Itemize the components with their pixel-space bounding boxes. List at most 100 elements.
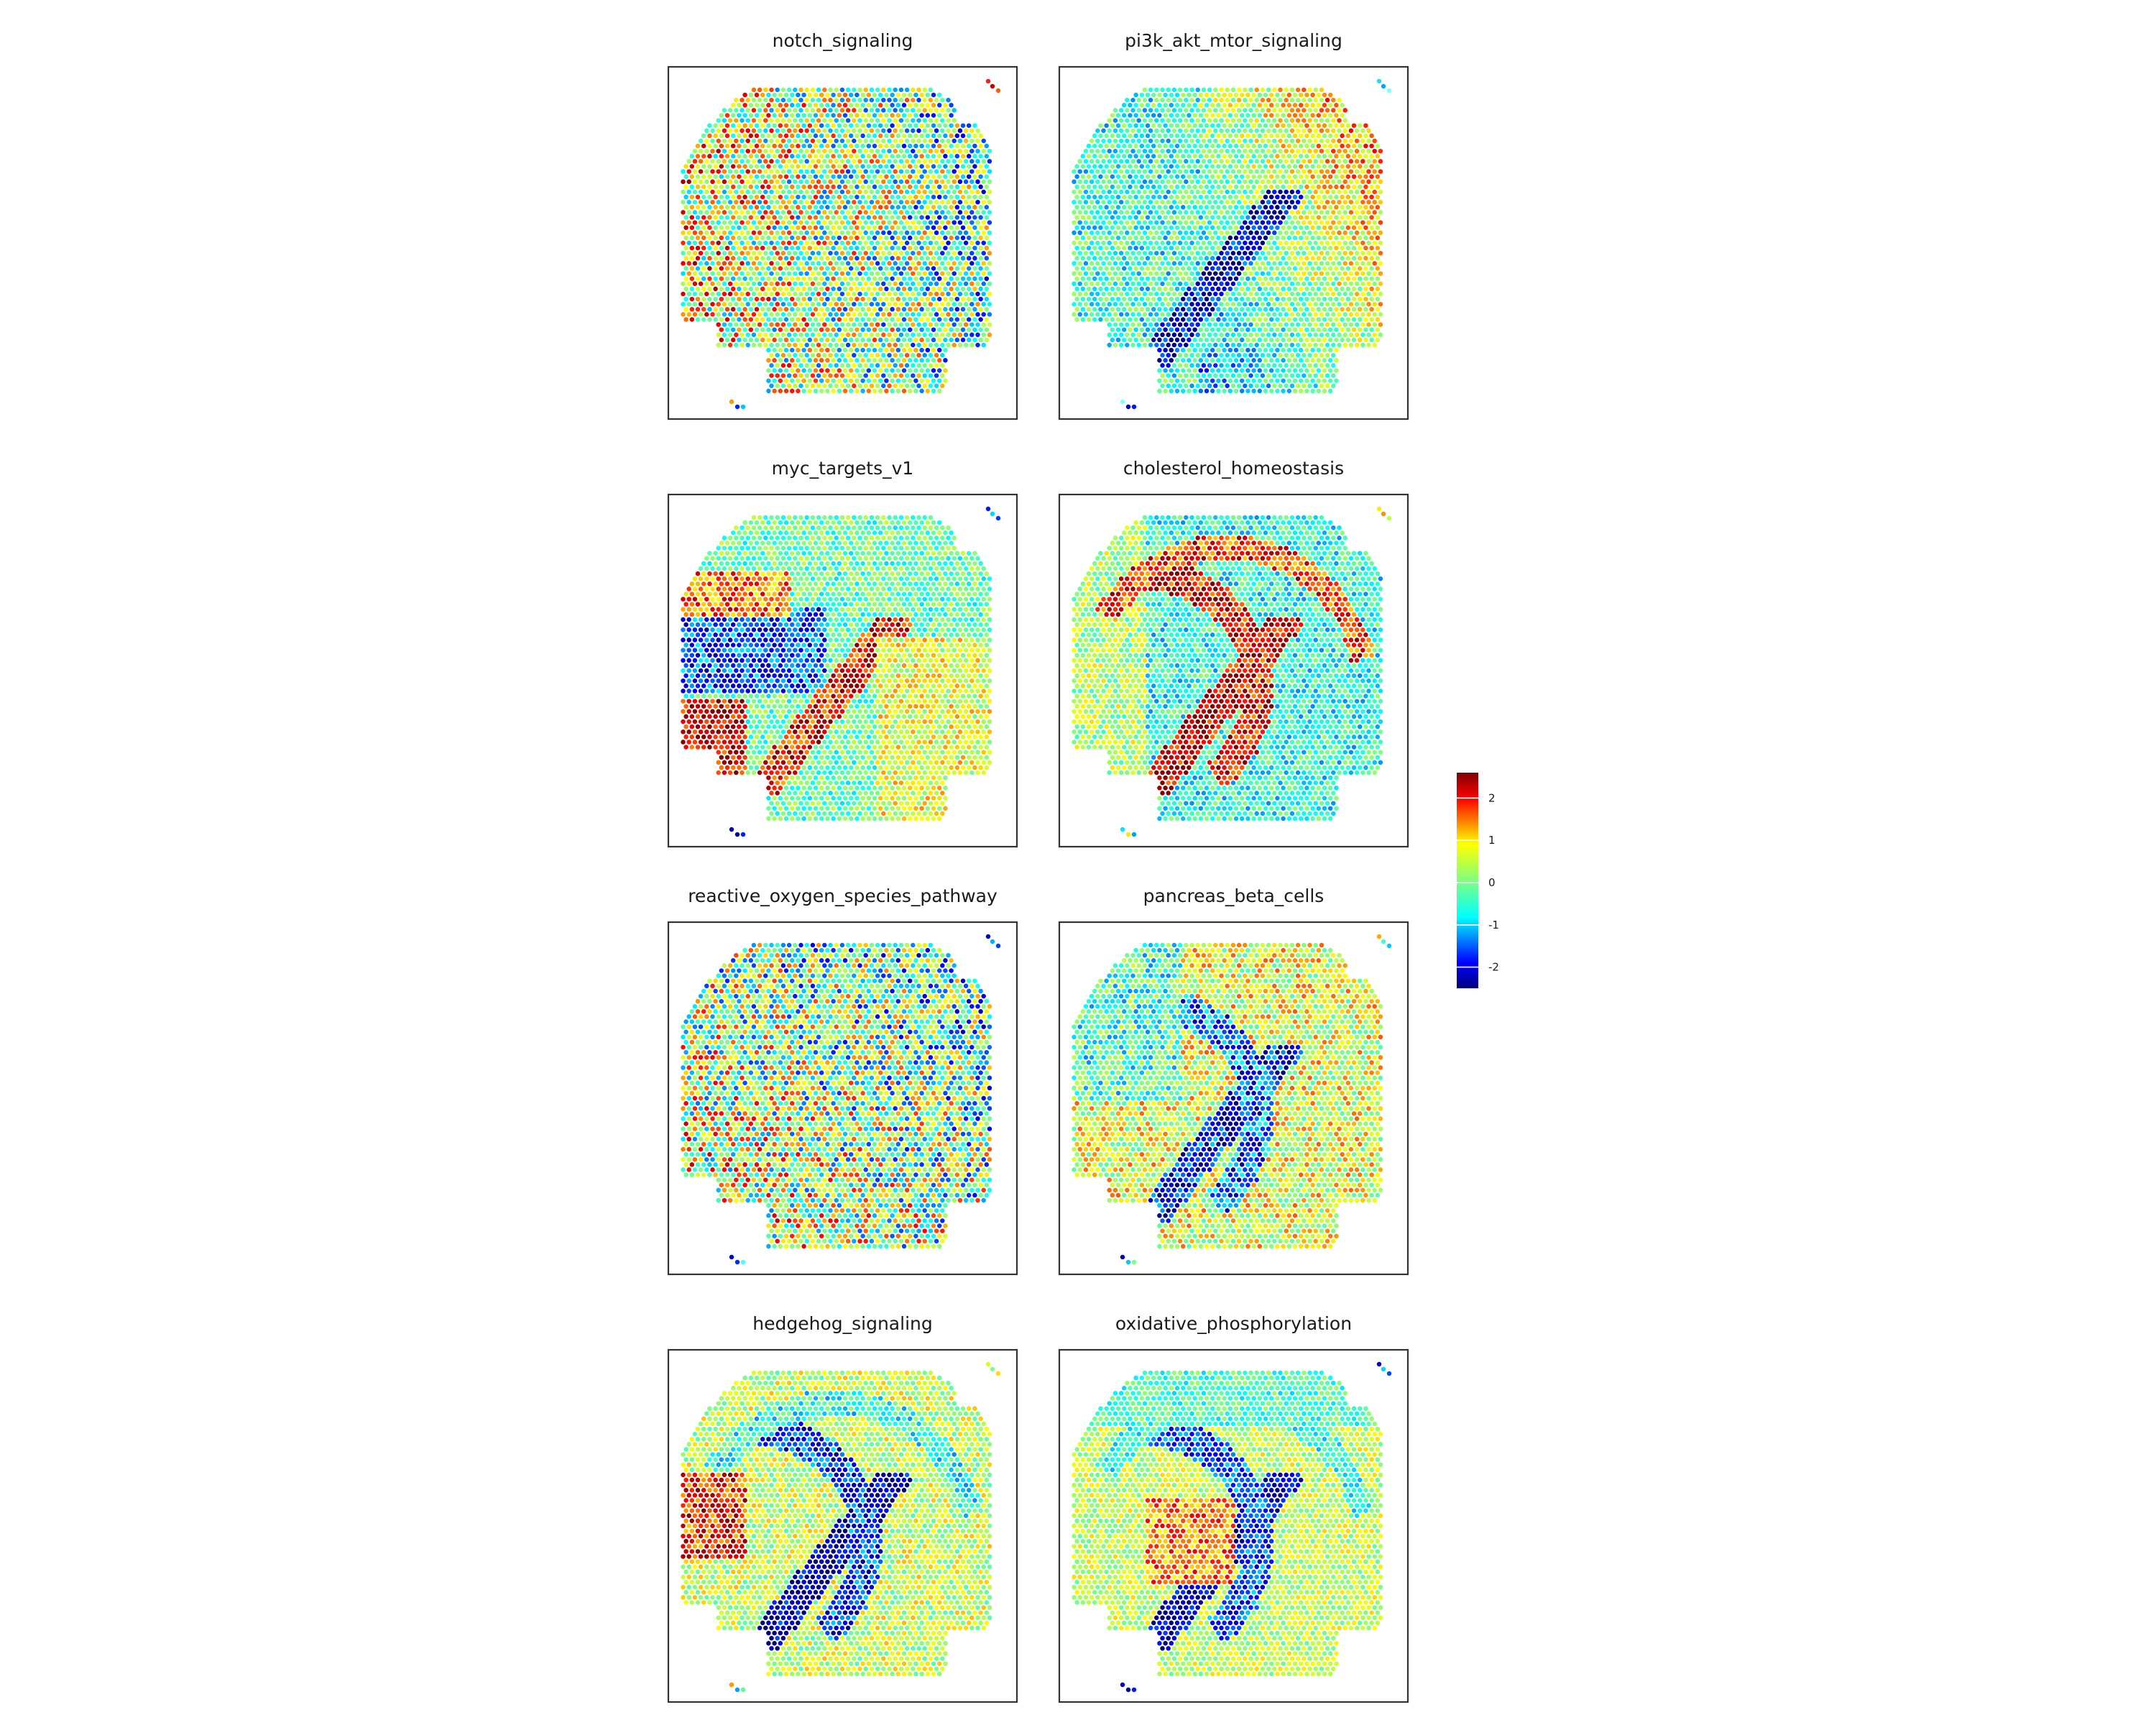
spot	[1207, 189, 1212, 194]
spot	[1227, 123, 1233, 128]
spot	[1169, 174, 1174, 179]
spot	[804, 98, 809, 103]
spot	[745, 271, 750, 276]
spot	[940, 353, 945, 358]
spot	[689, 266, 694, 271]
spot	[1145, 154, 1150, 159]
spot	[728, 251, 733, 256]
spot	[1269, 235, 1274, 240]
spot	[852, 87, 857, 92]
spot	[981, 220, 986, 225]
spot	[1302, 240, 1307, 245]
spot	[1342, 271, 1348, 276]
spot	[863, 200, 868, 205]
spot	[1378, 210, 1383, 215]
spot	[1178, 159, 1183, 164]
spot	[1257, 225, 1262, 230]
spot	[763, 261, 768, 266]
spot	[790, 297, 795, 302]
spot	[1243, 230, 1248, 235]
spot	[1263, 286, 1268, 291]
spot	[719, 144, 724, 149]
spot	[1115, 276, 1120, 281]
spot	[901, 246, 906, 251]
spot	[849, 133, 854, 138]
spot	[1139, 164, 1144, 169]
spot	[1233, 266, 1238, 271]
spot	[1340, 103, 1345, 108]
spot	[1334, 266, 1339, 271]
spot	[801, 164, 806, 169]
spot	[943, 256, 948, 261]
spot	[731, 286, 736, 291]
spot	[928, 373, 933, 378]
spot	[783, 358, 788, 363]
spot	[793, 281, 798, 286]
spot	[813, 93, 818, 98]
spot	[940, 271, 945, 276]
spot	[1227, 246, 1233, 251]
spot	[846, 98, 851, 103]
spot	[681, 251, 686, 256]
spot	[1351, 195, 1356, 200]
spot	[1299, 256, 1304, 261]
spot	[1319, 98, 1324, 103]
spot	[846, 363, 851, 368]
spot	[1204, 144, 1209, 149]
spot	[713, 286, 718, 291]
spot	[816, 159, 821, 164]
spot	[1340, 205, 1345, 210]
spot	[783, 154, 788, 159]
spot	[1307, 98, 1312, 103]
spot	[898, 281, 903, 286]
spot	[822, 302, 827, 307]
spot	[1337, 200, 1342, 205]
spot	[901, 205, 906, 210]
spot	[1331, 281, 1336, 286]
spot	[1316, 164, 1321, 169]
spot	[834, 342, 839, 347]
spot	[1192, 297, 1197, 302]
spot	[863, 383, 868, 388]
spot	[1169, 123, 1174, 128]
spot	[908, 154, 913, 159]
spot	[1142, 240, 1147, 245]
spot	[816, 363, 821, 368]
spot	[1251, 297, 1256, 302]
spot	[1130, 179, 1135, 184]
spot	[1331, 261, 1336, 266]
spot	[839, 189, 844, 194]
spot	[846, 302, 851, 307]
spot	[866, 144, 871, 149]
spot	[793, 373, 798, 378]
spot	[757, 332, 763, 337]
spot	[887, 271, 892, 276]
spot	[707, 184, 712, 189]
spot	[964, 322, 969, 327]
spot	[810, 332, 815, 337]
spot	[780, 128, 786, 133]
spot	[1363, 144, 1368, 149]
spot	[1358, 235, 1363, 240]
spot	[937, 307, 942, 312]
spot	[1112, 281, 1118, 286]
spot	[1216, 307, 1221, 312]
spot	[1136, 261, 1141, 266]
spot	[957, 302, 962, 307]
spot	[731, 164, 736, 169]
spot	[1372, 251, 1377, 256]
spot	[1171, 261, 1176, 266]
spot	[1360, 281, 1365, 286]
spot	[1198, 266, 1203, 271]
spot	[1098, 195, 1103, 200]
spot	[881, 87, 886, 92]
spot	[852, 108, 857, 113]
spot	[928, 87, 933, 92]
spot	[1257, 256, 1262, 261]
spot	[1257, 113, 1262, 118]
spot	[695, 215, 700, 220]
spot	[1198, 174, 1203, 179]
spot	[1145, 93, 1150, 98]
spot	[766, 184, 771, 189]
spot	[934, 353, 939, 358]
